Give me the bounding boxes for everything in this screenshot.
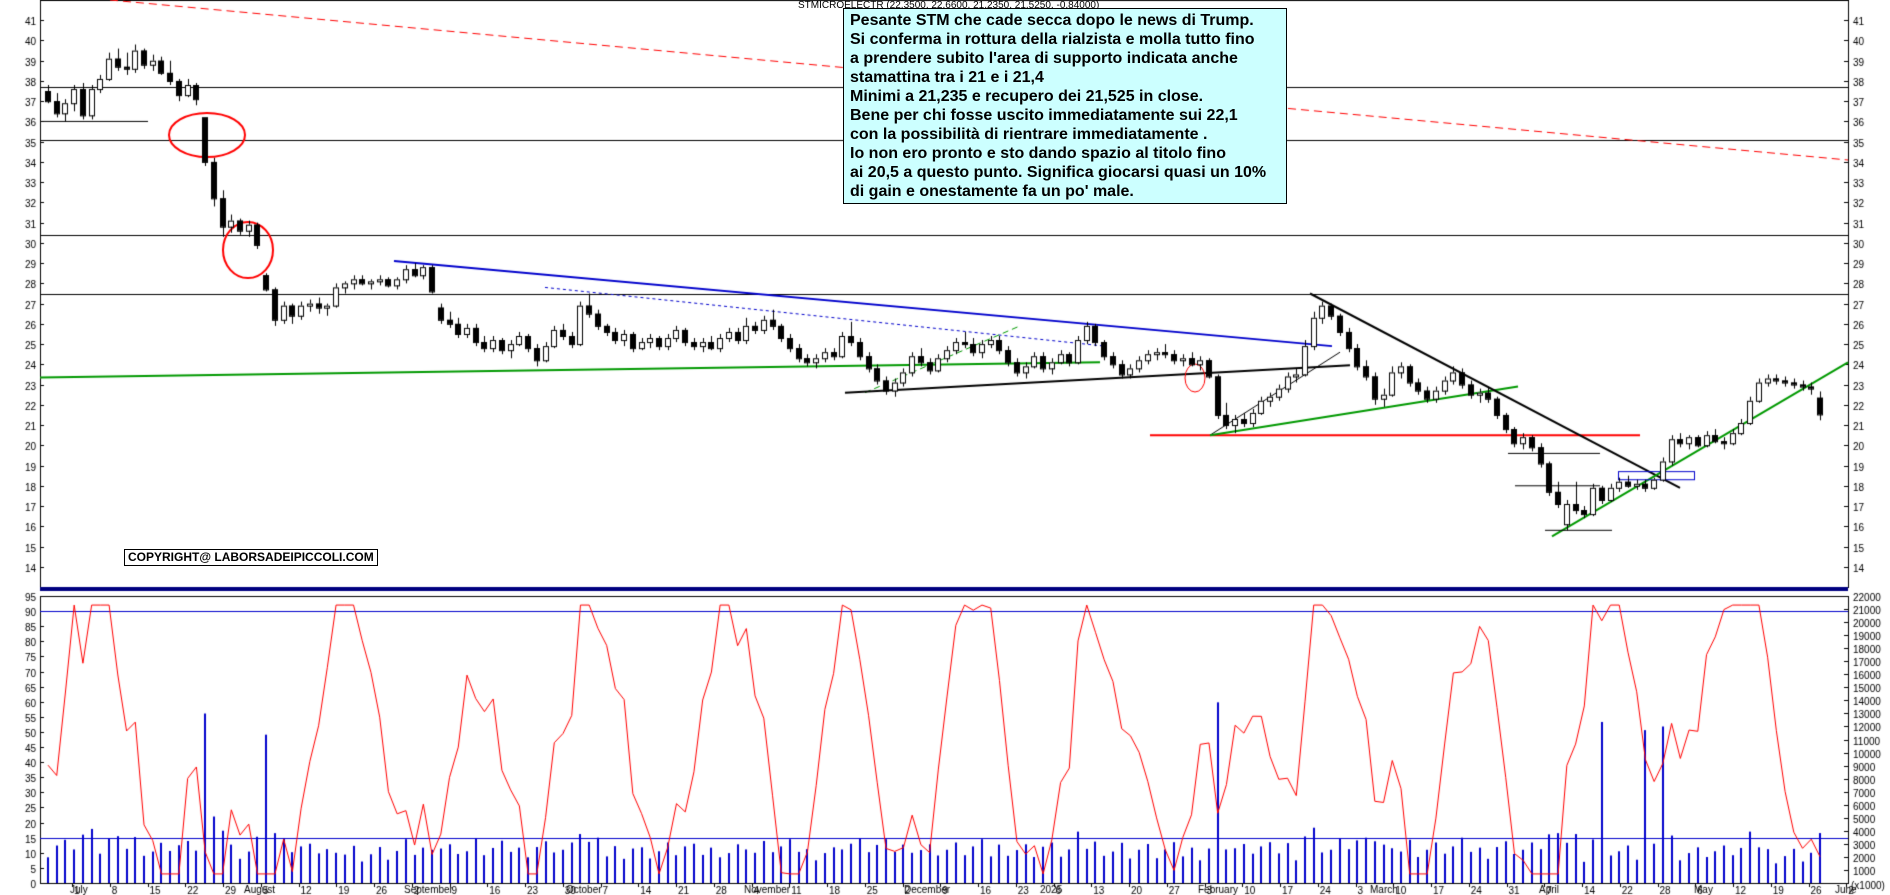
- note-line: Bene per chi fosse uscito immediatamente…: [850, 107, 1238, 124]
- note-line: ai 20,5 a questo punto. Significa giocar…: [850, 164, 1267, 181]
- note-line: Minimi a 21,235 e recupero dei 21,525 in…: [850, 88, 1204, 105]
- symbol-header: STMICROELECTR (22,3500, 22,6600, 21,2350…: [798, 0, 1100, 11]
- note-line: a prendere subito l'area di supporto ind…: [850, 50, 1238, 67]
- note-line: Pesante STM che cade secca dopo le news …: [850, 12, 1254, 29]
- note-line: Io non ero pronto e sto dando spazio al …: [850, 145, 1226, 162]
- note-line: Si conferma in rottura della rialzista e…: [850, 31, 1255, 48]
- copyright-label: COPYRIGHT@ LABORSADEIPICCOLI.COM: [124, 549, 378, 566]
- note-line: stamattina tra i 21 e i 21,4: [850, 69, 1044, 86]
- note-line: di gain e onestamente fa un po' male.: [850, 183, 1134, 200]
- note-line: con la possibilità di rientrare immediat…: [850, 126, 1208, 143]
- analysis-note: Pesante STM che cade secca dopo le news …: [843, 8, 1287, 204]
